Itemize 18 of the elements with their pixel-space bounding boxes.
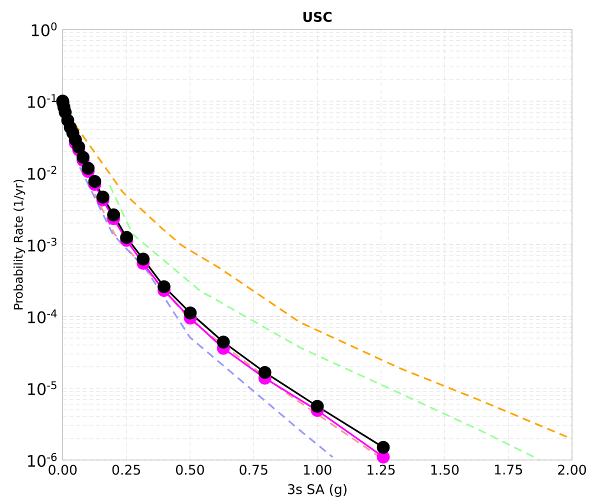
x-tick-label: 1.50 bbox=[431, 464, 459, 475]
y-tick-label: 10$^{-4}$ bbox=[28, 310, 57, 324]
y-axis-title: Probability Rate (1/yr) bbox=[14, 180, 26, 310]
y-tick-label: 10$^{-1}$ bbox=[28, 94, 56, 108]
y-tick-label: 10$^{-2}$ bbox=[28, 166, 56, 180]
chart-title: USC bbox=[303, 12, 332, 22]
x-tick-label: 1.75 bbox=[494, 464, 522, 475]
y-tick-label: 10$^{-5}$ bbox=[28, 381, 56, 396]
x-axis-title: 3s SA (g) bbox=[288, 484, 346, 497]
x-tick-label: 1.25 bbox=[368, 464, 395, 475]
y-tick-label: 10$^{-3}$ bbox=[28, 238, 56, 252]
x-tick-label: 0.75 bbox=[240, 464, 268, 475]
x-tick-label: 1.00 bbox=[304, 464, 332, 475]
x-tick-label: 2.00 bbox=[558, 464, 586, 475]
x-tick-label: 0.25 bbox=[112, 464, 140, 475]
x-tick-label: 0.50 bbox=[176, 464, 204, 475]
y-tick-label: 10$^{0}$ bbox=[32, 22, 57, 36]
x-tick-label: 0.00 bbox=[48, 464, 77, 475]
